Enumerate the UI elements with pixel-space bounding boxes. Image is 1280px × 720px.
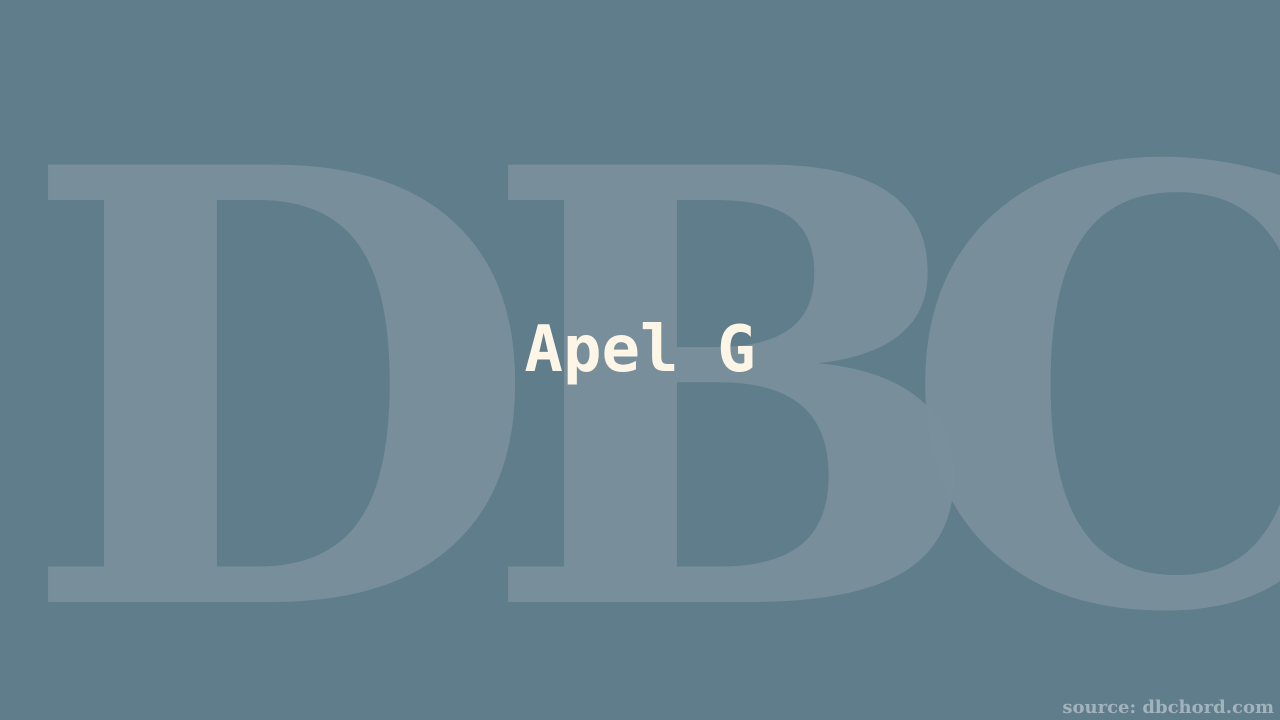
- source-credit: source: dbchord.com: [1062, 697, 1274, 718]
- chord-title: Apel G: [524, 313, 756, 387]
- watermark-letter-d: D: [20, 39, 541, 720]
- watermark-letter-c: C: [900, 39, 1280, 720]
- watermark-letter-b: B: [480, 39, 988, 720]
